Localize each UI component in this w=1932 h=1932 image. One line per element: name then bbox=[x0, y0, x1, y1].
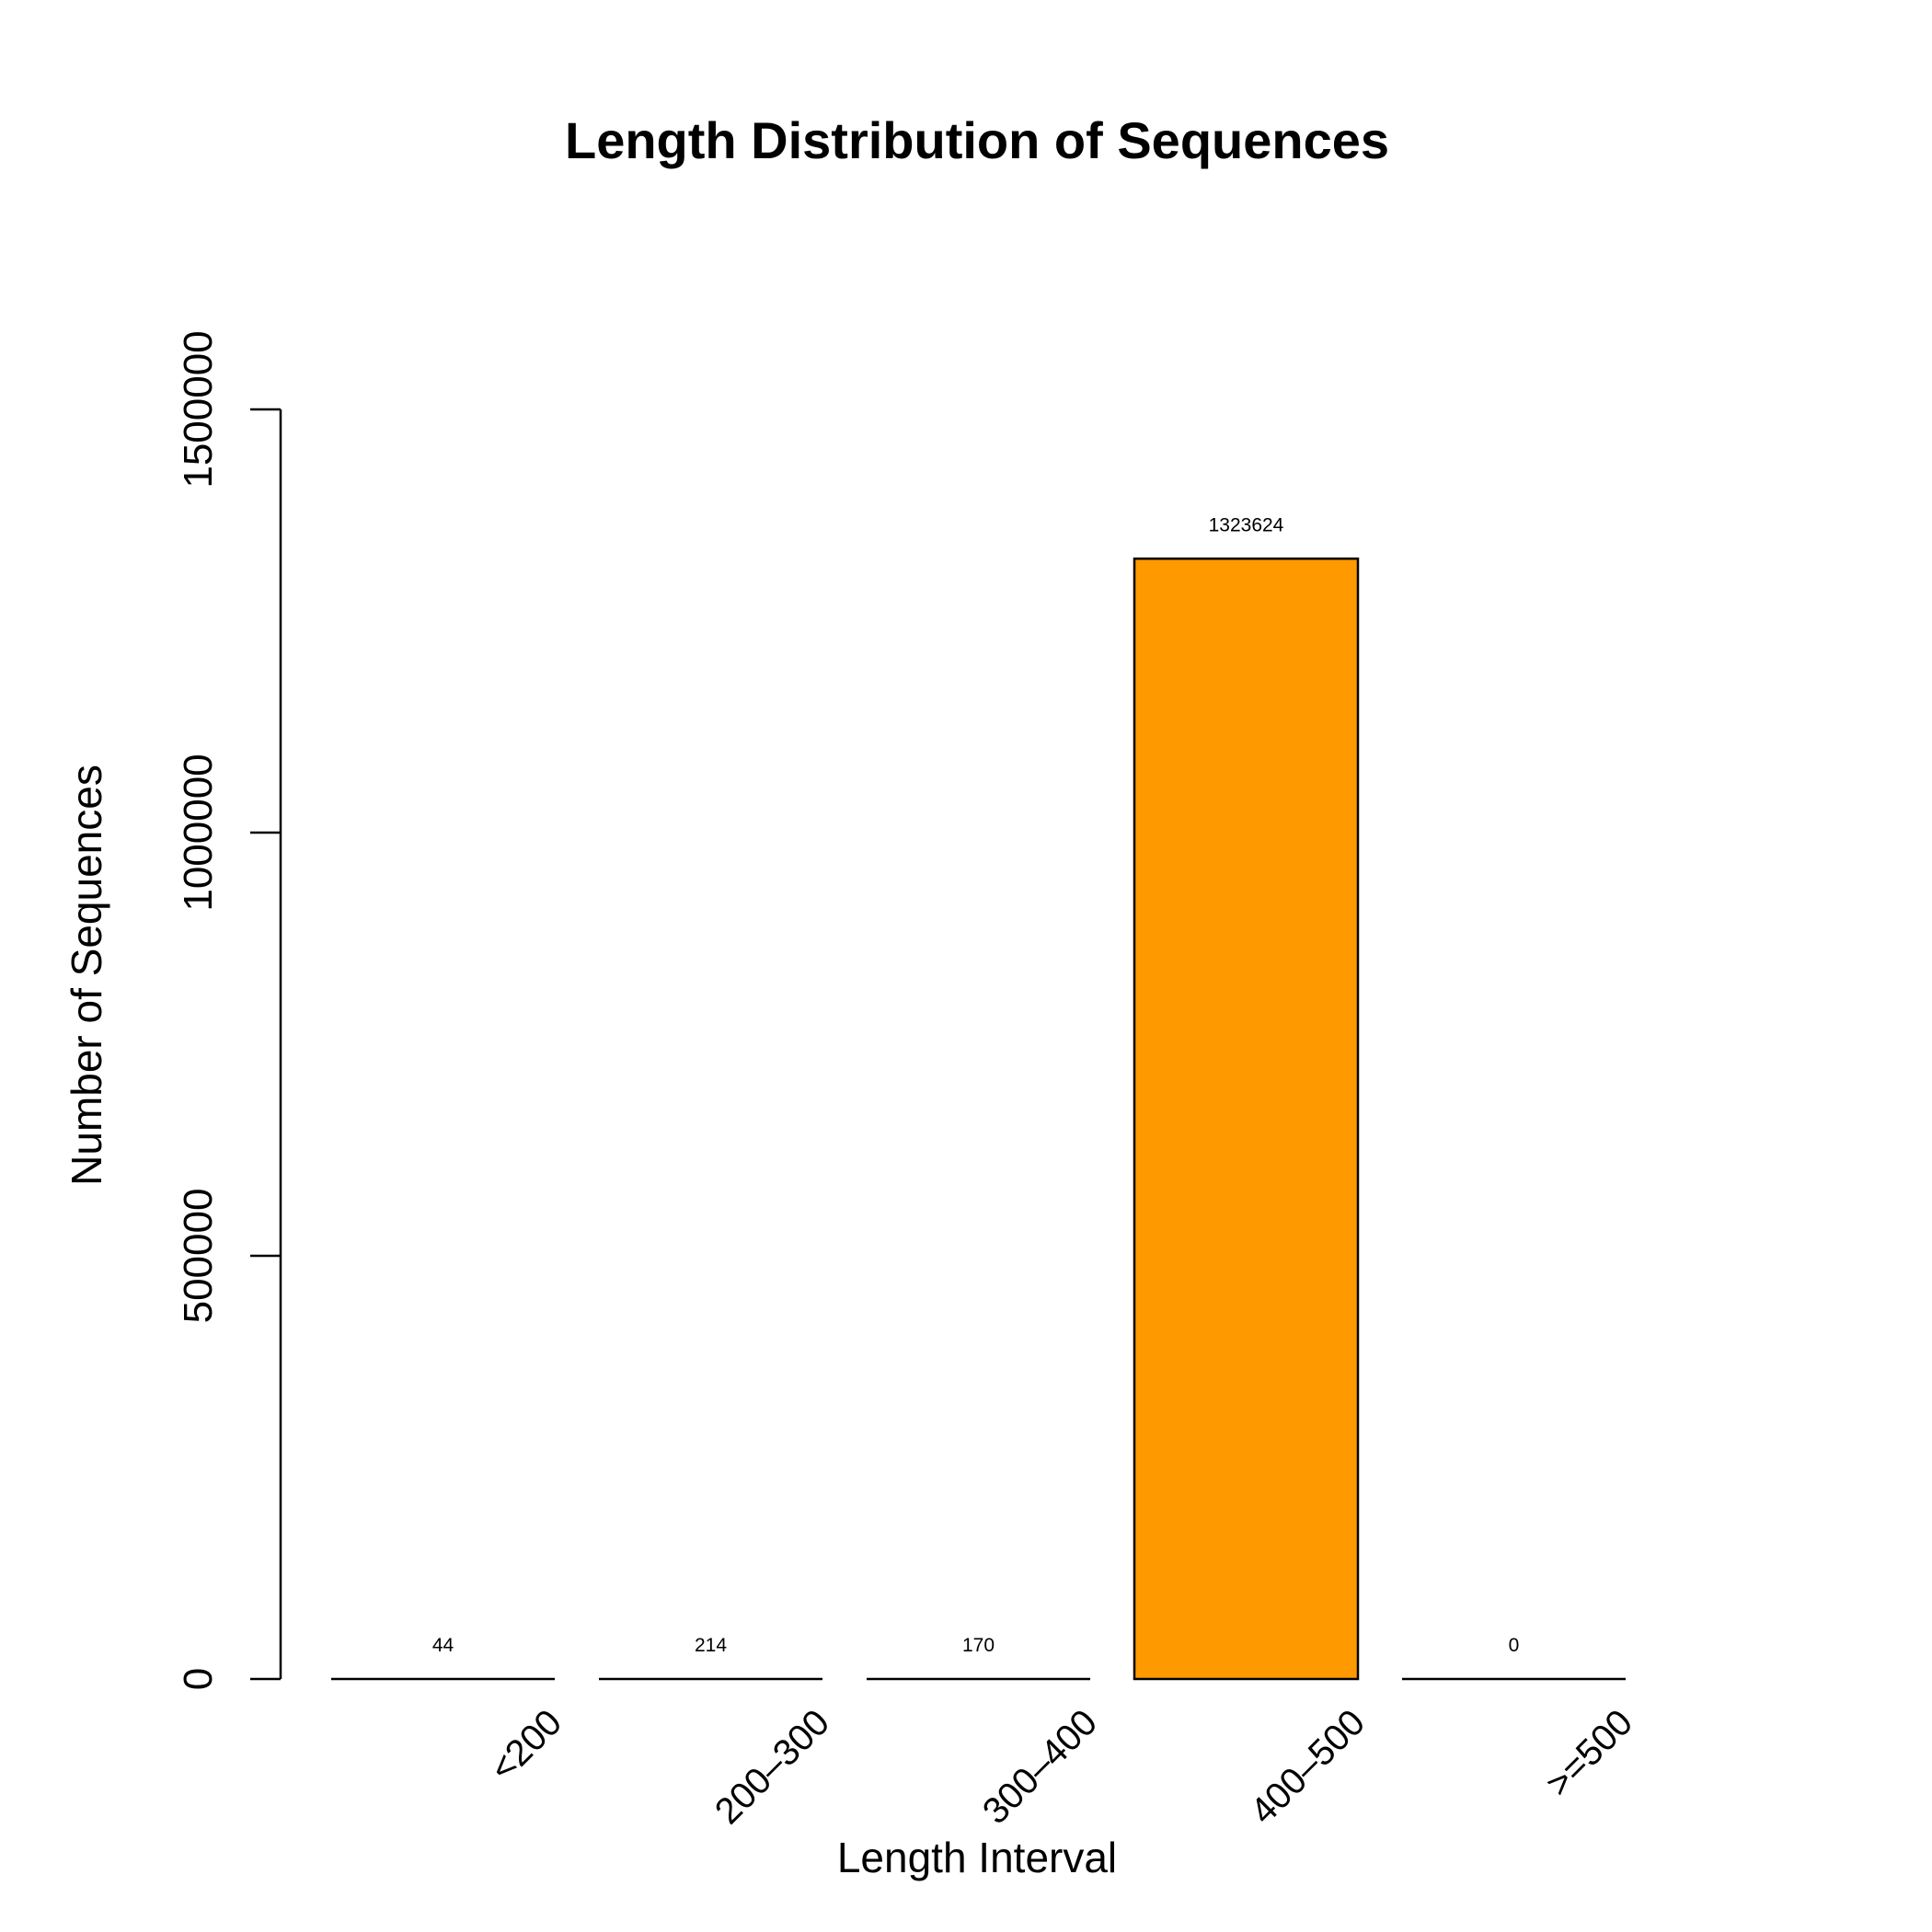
y-tick-label: 1500000 bbox=[176, 330, 221, 488]
x-axis-label: Length Interval bbox=[837, 1834, 1117, 1881]
category-label: 400–500 bbox=[1243, 1702, 1373, 1832]
category-label: >=500 bbox=[1538, 1702, 1640, 1804]
y-tick-label: 0 bbox=[176, 1668, 221, 1690]
data-label: 1323624 bbox=[1209, 514, 1284, 535]
data-label: 170 bbox=[962, 1635, 995, 1656]
y-axis: 0 500000 1000000 1500000 bbox=[176, 330, 282, 1690]
bar bbox=[1133, 558, 1360, 1681]
y-axis-label: Number of Sequences bbox=[63, 765, 110, 1186]
data-label: 214 bbox=[695, 1635, 727, 1656]
category-label: 300–400 bbox=[975, 1702, 1105, 1832]
category-label: <200 bbox=[482, 1702, 569, 1789]
bars bbox=[331, 558, 1626, 1681]
category-labels: <200 200–300 300–400 400–500 >=500 bbox=[482, 1702, 1640, 1832]
data-labels: 44 214 170 1323624 0 bbox=[432, 514, 1520, 1656]
data-label: 44 bbox=[432, 1635, 454, 1656]
y-tick-label: 1000000 bbox=[176, 753, 221, 911]
chart-title: Length Distribution of Sequences bbox=[565, 111, 1389, 169]
category-label: 200–300 bbox=[707, 1702, 837, 1832]
y-tick-label: 500000 bbox=[176, 1189, 221, 1324]
data-label: 0 bbox=[1509, 1635, 1520, 1656]
